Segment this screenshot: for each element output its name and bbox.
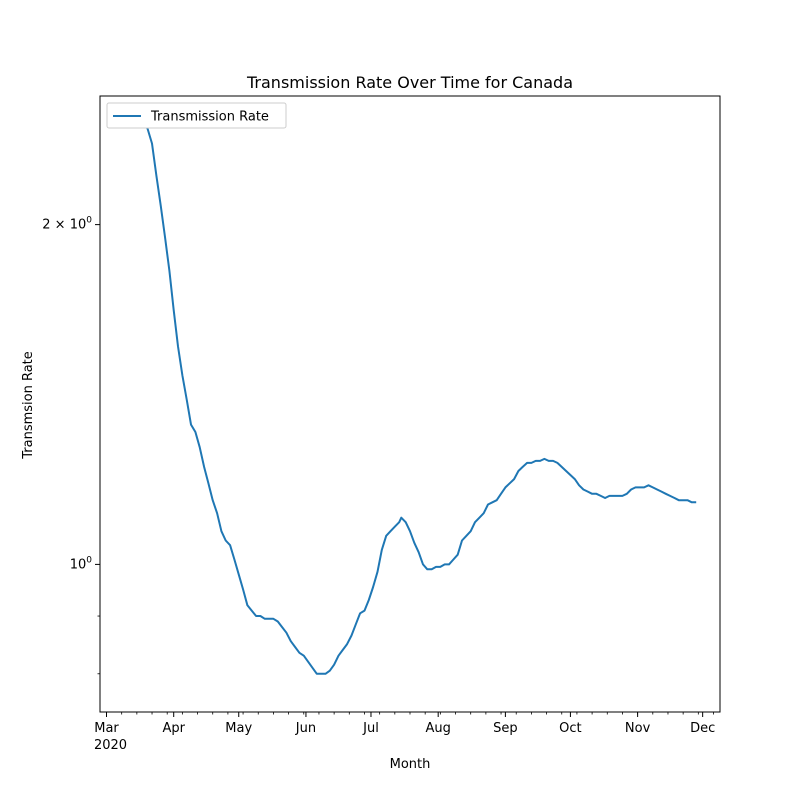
series-line-0 [127, 104, 697, 675]
plot-area [127, 104, 697, 675]
x-tick-label-4: Jul [362, 721, 379, 736]
x-tick-label-8: Nov [625, 721, 651, 736]
legend-entry-label: Transmission Rate [150, 110, 269, 125]
x-tick-label-3: Jun [295, 721, 316, 736]
y-tick-label-0: 100 [70, 555, 93, 572]
x-axis-label: Month [390, 757, 431, 772]
x-tick-label-2: May [225, 721, 252, 736]
axes: Mar 2020 Apr May Jun Jul Aug Sep Oct Nov Dec 100 2 ×… [42, 95, 721, 753]
chart-title: Transmission Rate Over Time for Canada [246, 73, 573, 92]
x-tick-label-6: Sep [493, 721, 518, 736]
x-tick-label-5: Aug [425, 721, 450, 736]
x-tick-label-7: Oct [559, 721, 581, 736]
x-tick-label-0: Mar [94, 721, 119, 736]
x-tick-sublabel-0: 2020 [94, 738, 127, 753]
y-axis-label: Transmsion Rate [21, 351, 36, 460]
legend: Transmission Rate [106, 102, 287, 129]
x-tick-label-1: Apr [162, 721, 185, 736]
x-tick-label-9: Dec [690, 721, 715, 736]
y-tick-label-1: 2 × 100 [42, 216, 92, 233]
legend-box [106, 102, 287, 129]
